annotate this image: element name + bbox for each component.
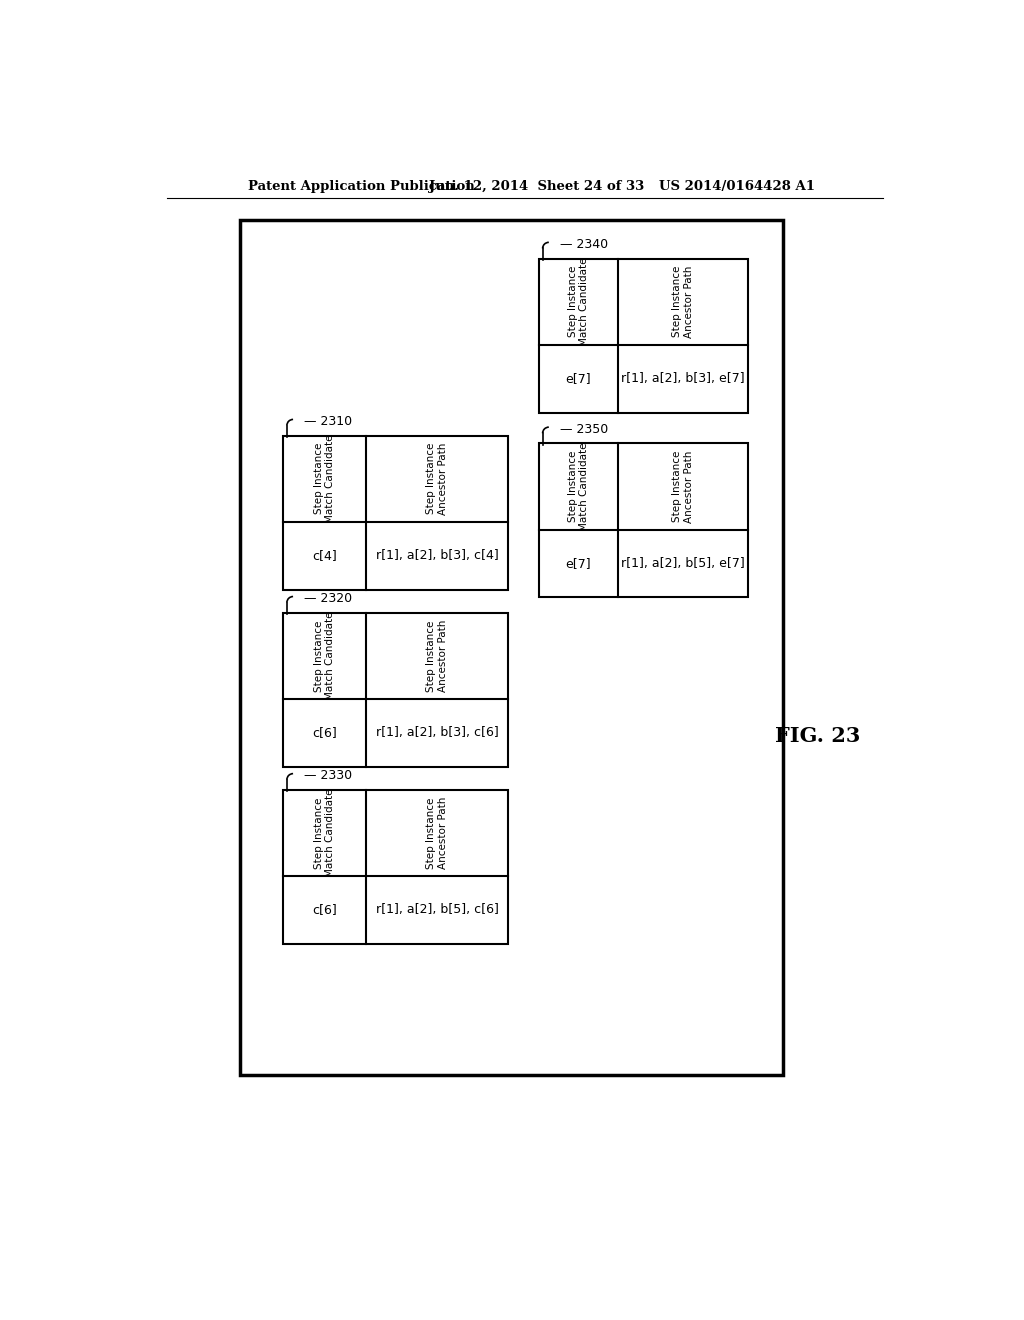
Text: Step Instance
Ancestor Path: Step Instance Ancestor Path [426,442,447,515]
Text: Step Instance
Match Candidate: Step Instance Match Candidate [567,257,589,346]
Text: Step Instance
Match Candidate: Step Instance Match Candidate [313,611,336,700]
Bar [283,789,508,944]
Bar [539,444,748,598]
Bar [283,436,508,590]
Text: Step Instance
Match Candidate: Step Instance Match Candidate [313,788,336,878]
Text: c[6]: c[6] [312,903,337,916]
Text: r[1], a[2], b[3], c[4]: r[1], a[2], b[3], c[4] [376,549,499,562]
Text: e[7]: e[7] [565,372,591,385]
Text: Step Instance
Match Candidate: Step Instance Match Candidate [313,434,336,523]
Text: — 2330: — 2330 [304,770,352,783]
Text: e[7]: e[7] [565,557,591,570]
Text: Step Instance
Ancestor Path: Step Instance Ancestor Path [426,619,447,692]
Text: — 2320: — 2320 [304,593,352,606]
Text: Step Instance
Ancestor Path: Step Instance Ancestor Path [673,450,694,523]
Text: Jun. 12, 2014  Sheet 24 of 33: Jun. 12, 2014 Sheet 24 of 33 [429,180,644,193]
Text: Step Instance
Ancestor Path: Step Instance Ancestor Path [673,265,694,338]
Text: c[4]: c[4] [312,549,337,562]
Text: Step Instance
Ancestor Path: Step Instance Ancestor Path [426,797,447,869]
Bar [241,220,783,1074]
Text: Patent Application Publication: Patent Application Publication [248,180,475,193]
Text: r[1], a[2], b[5], e[7]: r[1], a[2], b[5], e[7] [622,557,745,570]
Text: — 2340: — 2340 [560,238,608,251]
Bar [283,612,508,767]
Bar [539,259,748,412]
Text: r[1], a[2], b[5], c[6]: r[1], a[2], b[5], c[6] [376,903,499,916]
Text: FIG. 23: FIG. 23 [775,726,860,746]
Text: US 2014/0164428 A1: US 2014/0164428 A1 [658,180,815,193]
Text: r[1], a[2], b[3], c[6]: r[1], a[2], b[3], c[6] [376,726,499,739]
Text: Step Instance
Match Candidate: Step Instance Match Candidate [567,442,589,531]
Text: r[1], a[2], b[3], e[7]: r[1], a[2], b[3], e[7] [622,372,744,385]
Text: — 2310: — 2310 [304,416,352,428]
Text: c[6]: c[6] [312,726,337,739]
Text: — 2350: — 2350 [560,422,608,436]
